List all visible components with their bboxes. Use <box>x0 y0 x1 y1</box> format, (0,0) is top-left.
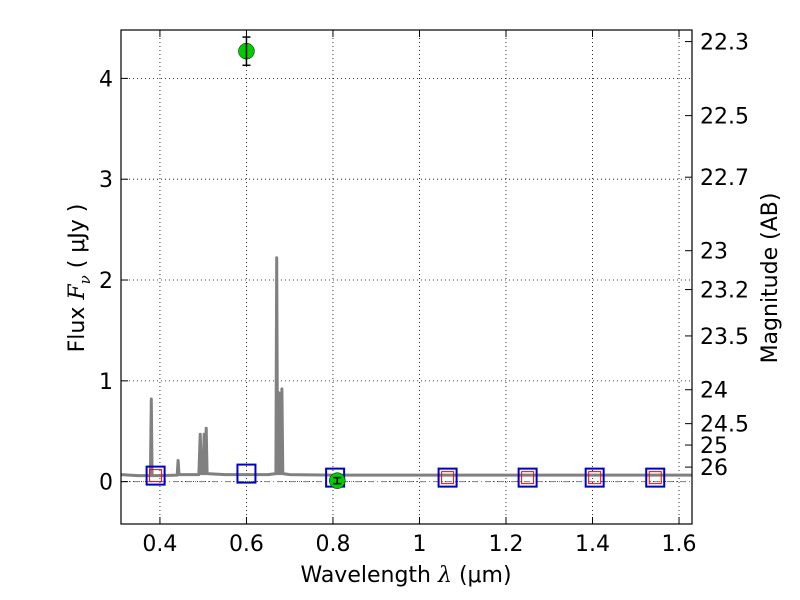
x-tick-label: 0.8 <box>315 532 350 557</box>
model-photometry-point <box>517 467 538 488</box>
y2-tick-label: 23 <box>700 240 728 265</box>
y2-tick-label: 26 <box>700 456 728 481</box>
upper-limit-point <box>648 471 662 485</box>
y2-tick-label: 24 <box>700 379 728 404</box>
x-tick-label: 0.6 <box>229 532 264 557</box>
x-tick-label: 1 <box>412 532 426 557</box>
y-tick-label: 2 <box>99 269 113 294</box>
y2-axis-label: Magnitude (AB) <box>758 193 783 364</box>
y-tick-label: 3 <box>99 168 113 193</box>
y-axis-label: Flux Fν ( μJy ) <box>65 204 94 353</box>
upper-limit-point <box>588 471 602 485</box>
y2-tick-label: 22.5 <box>700 105 749 130</box>
y-tick-label: 1 <box>99 370 113 395</box>
y2-tick-label: 25 <box>700 434 728 459</box>
x-tick-label: 0.4 <box>142 532 177 557</box>
ticks: 0.4 0.6 0.8 1 1.2 1.4 1.60123422.322.522.72323… <box>99 30 749 557</box>
y2-tick-label: 24.5 <box>700 413 749 438</box>
model-photometry-point <box>584 467 605 488</box>
model-photometry-point <box>645 467 666 488</box>
model-spectrum-line <box>120 256 692 478</box>
x-tick-label: 1.6 <box>662 532 697 557</box>
model-photometry-point <box>145 465 166 486</box>
y2-tick-label: 22.3 <box>700 31 749 56</box>
model-photometry-point <box>236 463 257 484</box>
upper-limit-point <box>521 471 535 485</box>
x-axis-label: Wavelength λ (μm) <box>300 563 511 588</box>
y-tick-label: 0 <box>99 471 113 496</box>
plot-area <box>120 36 692 489</box>
y2-tick-label: 22.7 <box>700 166 749 191</box>
upper-limit-point <box>149 469 163 483</box>
model-photometry-point <box>437 467 458 488</box>
y2-tick-label: 23.2 <box>700 279 749 304</box>
y-tick-label: 4 <box>99 67 113 92</box>
x-tick-label: 1.4 <box>575 532 610 557</box>
x-tick-label: 1.2 <box>488 532 523 557</box>
y2-tick-label: 23.5 <box>700 325 749 350</box>
upper-limit-point <box>441 471 455 485</box>
axes-frame <box>120 29 693 525</box>
